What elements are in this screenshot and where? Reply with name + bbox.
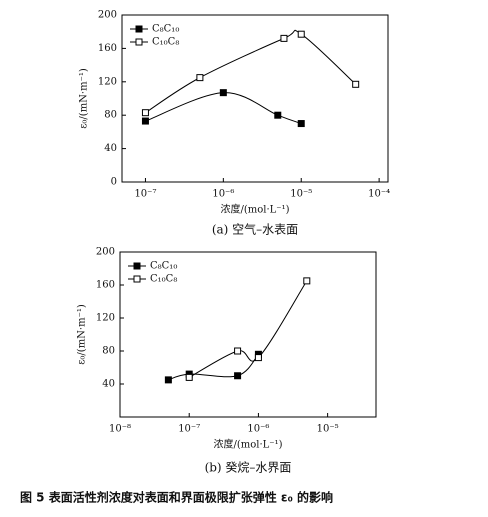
data-point — [219, 89, 227, 97]
legend-marker — [133, 275, 141, 283]
plot-frame — [121, 14, 389, 183]
data-point — [141, 117, 149, 125]
y-tick-label: 80 — [102, 346, 115, 357]
series-line — [145, 92, 302, 125]
data-point — [185, 373, 193, 381]
y-tick-label: 80 — [104, 110, 117, 121]
x-tick-label: 10⁻⁶ — [247, 424, 269, 435]
series-line — [168, 353, 259, 381]
y-tick-label: 160 — [96, 280, 115, 291]
x-axis-label: 浓度/(mol·L⁻¹) — [214, 438, 283, 451]
data-point — [254, 354, 262, 362]
legend-label: C₈C₁₀ — [152, 24, 179, 35]
legend-marker — [133, 262, 141, 270]
x-tick-label: 10⁻⁷ — [134, 189, 156, 200]
series-line — [188, 280, 308, 378]
data-point — [141, 109, 149, 117]
y-tick-label: 200 — [98, 10, 117, 21]
data-point — [303, 277, 311, 285]
data-point — [280, 34, 288, 42]
data-point — [274, 111, 282, 119]
figure-caption: 图 5 表面活性剂浓度对表面和界面极限扩张弹性 ε₀ 的影响 — [20, 490, 333, 505]
legend-label: C₁₀C₈ — [150, 274, 177, 285]
data-point — [352, 80, 360, 88]
y-axis-label: ε₀/(mN·m⁻¹) — [79, 68, 90, 129]
data-point — [234, 372, 242, 380]
x-axis-label: 浓度/(mol·L⁻¹) — [221, 203, 290, 216]
y-tick-label: 200 — [96, 247, 115, 258]
y-axis-label: ε₀/(mN·m⁻¹) — [77, 304, 88, 365]
x-tick-label: 10⁻⁵ — [317, 424, 339, 435]
x-tick-label: 10⁻⁵ — [290, 189, 312, 200]
legend-marker — [135, 25, 143, 33]
y-tick-label: 0 — [111, 177, 117, 188]
legend-label: C₈C₁₀ — [150, 261, 177, 272]
y-tick-label: 160 — [98, 43, 117, 54]
chart-caption: (a) 空气–水表面 — [212, 222, 298, 237]
legend-marker — [135, 38, 143, 46]
x-tick-label: 10⁻⁷ — [178, 424, 200, 435]
y-tick-label: 40 — [104, 143, 117, 154]
chart-caption: (b) 癸烷–水界面 — [205, 461, 292, 475]
plot-frame — [119, 251, 377, 418]
y-tick-label: 40 — [102, 379, 115, 390]
x-tick-label: 10⁻⁸ — [109, 424, 131, 435]
data-point — [196, 74, 204, 82]
legend-label: C₁₀C₈ — [152, 37, 179, 48]
y-tick-label: 120 — [96, 313, 115, 324]
y-tick-label: 120 — [98, 76, 117, 87]
data-point — [297, 30, 305, 38]
x-tick-label: 10⁻⁶ — [212, 189, 234, 200]
x-tick-label: 10⁻⁴ — [368, 189, 390, 200]
data-point — [297, 120, 305, 128]
data-point — [234, 347, 242, 355]
data-point — [164, 376, 172, 384]
